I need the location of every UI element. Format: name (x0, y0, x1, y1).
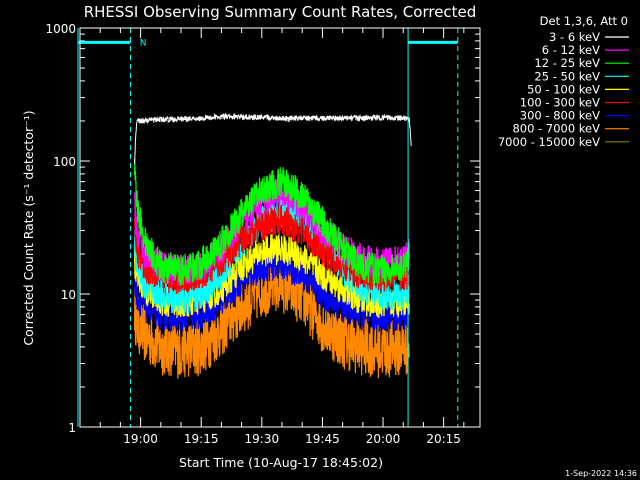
series-line-0 (134, 112, 412, 164)
legend-entry-label: 3 - 6 keV (549, 30, 600, 44)
series-line-3 (133, 196, 410, 314)
legend-entry-label: 300 - 800 keV (520, 109, 600, 123)
legend-entry-label: 25 - 50 keV (534, 69, 600, 83)
series-line-7 (133, 256, 410, 379)
x-tick-label: 19:45 (305, 432, 340, 446)
x-tick-label: 19:00 (123, 432, 158, 446)
plot-frame (79, 27, 481, 428)
flag-label: N (140, 38, 147, 48)
legend-entry-label: 7000 - 15000 keV (498, 135, 600, 149)
y-tick-label: 1000 (45, 22, 76, 36)
legend-entry-label: 50 - 100 keV (527, 82, 600, 96)
x-tick-label: 20:15 (426, 432, 461, 446)
legend-entry-label: 100 - 300 keV (520, 96, 600, 110)
legend-entry-label: 6 - 12 keV (542, 43, 600, 57)
y-axis-label: Corrected Count Rate (s⁻¹ detector⁻¹) (21, 110, 36, 345)
x-axis-label: Start Time (10-Aug-17 18:45:02) (179, 455, 383, 470)
series-line-2 (133, 158, 410, 287)
x-tick-label: 19:15 (184, 432, 219, 446)
legend-entry-label: 12 - 25 keV (534, 56, 600, 70)
x-tick-label: 20:00 (366, 432, 401, 446)
legend-entry-label: 800 - 7000 keV (512, 122, 600, 136)
y-tick-label: 10 (61, 288, 76, 302)
chart-title: RHESSI Observing Summary Count Rates, Co… (84, 3, 477, 21)
legend-title: Det 1,3,6, Att 0 (540, 14, 628, 28)
plot-area: 1 10 100 1000 19:00 19:15 19:30 19:45 20:00 20:15… (45, 22, 481, 446)
x-tick-label: 19:30 (245, 432, 280, 446)
timestamp: 1-Sep-2022 14:36 (565, 469, 637, 478)
y-tick-label: 1 (68, 421, 76, 435)
y-tick-label: 100 (53, 155, 76, 169)
